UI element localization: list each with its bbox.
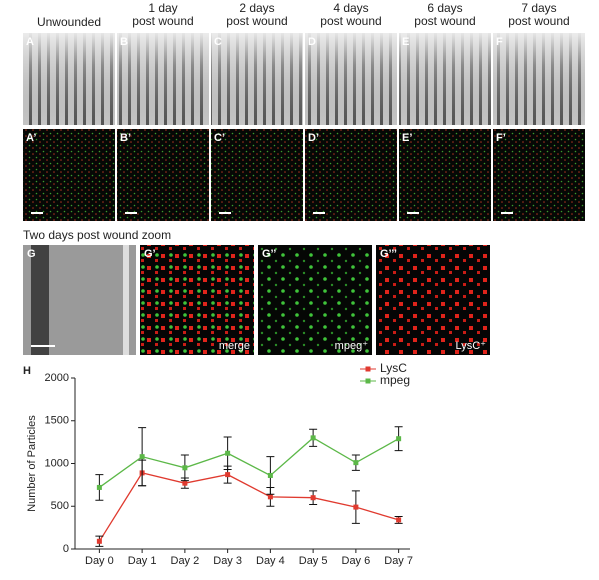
y-tick-label: 1500 (45, 415, 69, 427)
wound-overlay (493, 33, 585, 125)
y-tick-label: 2000 (45, 372, 69, 384)
column-header: post wound (508, 14, 569, 28)
x-tick-label: Day 7 (384, 555, 413, 567)
fluorescence-image (211, 129, 303, 221)
column-header: post wound (226, 14, 287, 28)
y-tick-label: 500 (51, 500, 69, 512)
zoom-image (258, 245, 372, 355)
tissue-band (123, 245, 129, 355)
marker (96, 484, 102, 490)
marker (310, 495, 316, 501)
marker (310, 435, 316, 441)
fluorescence-image (399, 129, 491, 221)
panel-label: G’ (144, 248, 156, 260)
panel-label: G’’ (262, 248, 276, 260)
column-header: 4 days (333, 1, 368, 15)
column-header: Unwounded (37, 15, 101, 29)
series-line (98, 437, 399, 488)
marker (225, 472, 231, 478)
panel-label: G’’’ (380, 248, 397, 260)
panel-label: E’ (402, 132, 412, 144)
column-header: 1 day (148, 1, 177, 15)
marker (396, 436, 402, 442)
panel-label: C (214, 36, 222, 48)
y-tick-label: 0 (63, 543, 69, 555)
wound-overlay (117, 33, 209, 125)
y-tick-label: 1000 (45, 457, 69, 469)
marker (267, 494, 273, 500)
zoom-image (376, 245, 490, 355)
panel-label: C’ (214, 132, 225, 144)
marker (96, 538, 102, 544)
fluorescence-image (117, 129, 209, 221)
x-tick-label: Day 4 (256, 555, 285, 567)
fluorescence-image (305, 129, 397, 221)
wound-overlay (211, 33, 303, 125)
zoom-caption: mpeg⁺ (335, 340, 369, 352)
legend-label: mpeg (380, 373, 410, 387)
wound-overlay (305, 33, 397, 125)
marker (182, 480, 188, 486)
marker (139, 454, 145, 460)
marker (396, 517, 402, 523)
panel-label: F’ (496, 132, 506, 144)
column-header: post wound (132, 14, 193, 28)
marker (182, 465, 188, 471)
panel-label: B’ (120, 132, 131, 144)
tissue-band (31, 245, 49, 355)
legend-marker (365, 366, 371, 372)
marker (225, 450, 231, 456)
column-header: 6 days (427, 1, 462, 15)
column-header: 7 days (521, 1, 556, 15)
panel-label: A’ (26, 132, 36, 144)
column-header: post wound (414, 14, 475, 28)
panel-label: D (308, 36, 316, 48)
legend-marker (365, 378, 371, 384)
zoom-image (140, 245, 254, 355)
panel-label: H (23, 365, 31, 377)
x-tick-label: Day 1 (128, 555, 157, 567)
y-axis-label: Number of Particles (26, 415, 38, 512)
x-tick-label: Day 2 (171, 555, 200, 567)
panel-label: G (27, 248, 36, 260)
section-title: Two days post wound zoom (23, 228, 171, 242)
column-header: post wound (320, 14, 381, 28)
panel-label: F (496, 36, 503, 48)
panel-label: A (26, 36, 34, 48)
zoom-caption: merge (219, 340, 250, 352)
panel-label: B (120, 36, 128, 48)
column-header: 2 days (239, 1, 274, 15)
fluorescence-image (493, 129, 585, 221)
fluorescence-image (23, 129, 115, 221)
x-tick-label: Day 3 (213, 555, 242, 567)
marker (353, 504, 359, 510)
panel-label: E (402, 36, 409, 48)
wound-overlay (23, 33, 115, 125)
marker (267, 472, 273, 478)
wound-overlay (399, 33, 491, 125)
x-tick-label: Day 6 (342, 555, 371, 567)
x-tick-label: Day 5 (299, 555, 328, 567)
x-tick-label: Day 0 (85, 555, 114, 567)
panel-label: D’ (308, 132, 319, 144)
legend-label: LysC (380, 361, 407, 375)
zoom-caption: LysC⁺ (456, 340, 487, 352)
series-line (98, 472, 399, 542)
marker (353, 460, 359, 466)
